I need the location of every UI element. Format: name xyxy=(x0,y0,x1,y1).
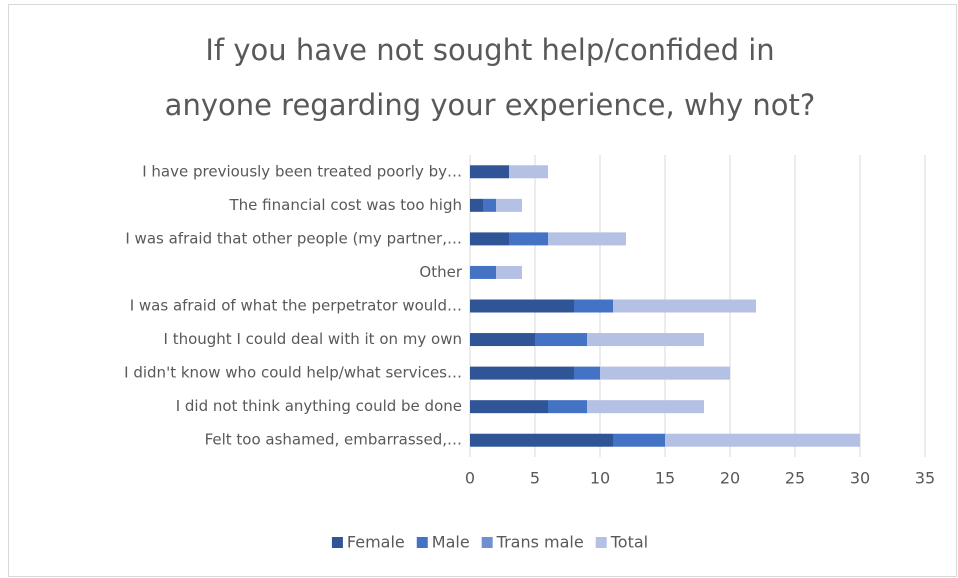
bar-segment xyxy=(496,265,522,279)
bar-segment xyxy=(587,333,704,347)
bar-segment xyxy=(470,265,496,279)
bar-segment xyxy=(509,165,548,179)
bar-segment xyxy=(470,299,574,313)
legend-swatch xyxy=(481,537,493,548)
y-tick-label: I did not think anything could be done xyxy=(176,397,462,415)
bar-segment xyxy=(613,299,756,313)
x-tick-label: 5 xyxy=(530,469,540,488)
bar-segment xyxy=(535,333,587,347)
legend-swatch xyxy=(331,537,343,548)
legend-label: Total xyxy=(610,533,648,552)
bar-segment xyxy=(470,232,509,246)
bar-segment xyxy=(613,433,665,447)
legend-swatch xyxy=(416,537,428,548)
bar-segment xyxy=(587,400,704,414)
legend-label: Male xyxy=(432,533,470,552)
chart-title: If you have not sought help/confided in xyxy=(205,33,774,67)
bar-segment xyxy=(574,366,600,380)
chart-title: anyone regarding your experience, why no… xyxy=(165,88,816,122)
legend-label: Trans male xyxy=(496,533,584,552)
bar-segment xyxy=(470,400,548,414)
bar-segment xyxy=(509,232,548,246)
y-tick-label: I have previously been treated poorly by… xyxy=(142,162,462,180)
bar-segment xyxy=(470,165,509,179)
y-tick-label: The financial cost was too high xyxy=(229,196,463,214)
y-tick-label: Felt too ashamed, embarrassed,… xyxy=(205,431,462,449)
x-tick-label: 15 xyxy=(655,469,675,488)
y-tick-label: I was afraid of what the perpetrator wou… xyxy=(130,297,462,315)
bar-segment xyxy=(496,198,522,212)
x-tick-label: 10 xyxy=(590,469,610,488)
bar-segment xyxy=(483,198,496,212)
y-tick-label: I didn't know who could help/what servic… xyxy=(124,364,462,382)
x-tick-label: 35 xyxy=(915,469,935,488)
bar-segment xyxy=(574,299,613,313)
y-tick-label: Other xyxy=(419,263,462,281)
x-tick-label: 0 xyxy=(465,469,475,488)
bar-segment xyxy=(600,366,730,380)
bar-segment xyxy=(470,433,613,447)
legend-label: Female xyxy=(347,533,405,552)
bar-segment xyxy=(470,366,574,380)
bar-segment xyxy=(470,198,483,212)
x-tick-label: 30 xyxy=(850,469,870,488)
legend-swatch xyxy=(595,537,607,548)
y-tick-label: I thought I could deal with it on my own xyxy=(164,330,462,348)
x-tick-label: 25 xyxy=(785,469,805,488)
bar-segment xyxy=(470,333,535,347)
bar-segment xyxy=(548,232,626,246)
chart-border xyxy=(8,4,957,577)
y-tick-label: I was afraid that other people (my partn… xyxy=(125,229,462,247)
bar-segment xyxy=(665,433,860,447)
x-tick-label: 20 xyxy=(720,469,740,488)
bar-segment xyxy=(548,400,587,414)
